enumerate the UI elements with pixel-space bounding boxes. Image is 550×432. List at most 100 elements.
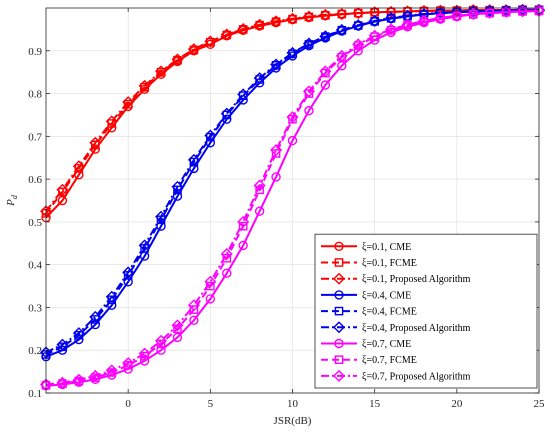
x-tick-label: 0: [125, 398, 131, 410]
x-tick-label: 20: [451, 398, 463, 410]
data-point: [187, 299, 200, 312]
x-tick-label: 15: [369, 398, 381, 410]
data-point: [171, 53, 184, 66]
legend-label: ξ=0.1, Proposed Algorithm: [362, 274, 471, 285]
data-point: [253, 18, 266, 31]
data-point: [319, 65, 332, 78]
y-tick-labels: 0.1 0.2 0.3 0.4 0.5 0.6 0.7 0.8 0.9: [28, 46, 42, 400]
data-point: [56, 338, 69, 351]
data-point: [72, 327, 85, 340]
y-axis-label: Pd: [5, 194, 19, 207]
data-point: [302, 37, 315, 50]
data-point: [253, 72, 266, 85]
data-point: [368, 29, 381, 42]
legend-item: ξ=0.1, Proposed Algorithm: [321, 272, 471, 285]
data-point: [270, 58, 283, 71]
data-point: [401, 9, 414, 22]
data-point: [238, 240, 248, 251]
data-point: [304, 105, 314, 116]
data-point: [220, 107, 233, 120]
data-point: [72, 373, 85, 386]
legend-label: ξ=0.7, Proposed Algorithm: [362, 371, 471, 382]
data-point: [171, 319, 184, 332]
data-point: [286, 12, 299, 25]
data-point: [483, 6, 496, 19]
legend-marker: [334, 241, 344, 252]
data-point: [105, 364, 118, 377]
y-tick-label: 0.2: [28, 345, 42, 357]
data-point: [238, 221, 248, 231]
y-axis-label-sub: d: [10, 194, 19, 199]
data-point: [302, 85, 315, 98]
data-point: [172, 332, 183, 343]
legend-marker: [334, 355, 344, 365]
data-point: [155, 210, 168, 223]
legend-marker: [333, 369, 345, 382]
series-line: [45, 9, 540, 386]
data-point: [189, 315, 199, 325]
y-tick-label: 0.1: [28, 388, 42, 400]
data-point: [220, 28, 233, 41]
legend-label: ξ=0.7, FCME: [362, 355, 417, 366]
data-point: [89, 136, 102, 149]
data-point: [56, 376, 69, 389]
data-point: [434, 11, 447, 24]
data-point: [222, 268, 232, 278]
legend-item: ξ=0.4, FCME: [321, 307, 417, 318]
y-tick-label: 0.8: [28, 89, 42, 101]
legend-label: ξ=0.7, CME: [362, 339, 411, 350]
x-tick-label: 5: [208, 398, 214, 410]
legend-marker: [334, 338, 344, 349]
data-point: [155, 65, 168, 78]
data-point: [122, 96, 135, 109]
data-point: [138, 79, 151, 92]
legend-label: ξ=0.1, CME: [362, 242, 411, 253]
data-point: [500, 5, 513, 18]
data-point: [335, 23, 348, 36]
data-point: [89, 369, 102, 382]
data-point: [205, 294, 216, 304]
series-9: [40, 5, 545, 391]
data-point: [385, 23, 398, 36]
data-point: [401, 18, 414, 31]
data-point: [237, 215, 250, 228]
y-tick-label: 0.9: [28, 46, 42, 58]
data-point: [320, 80, 331, 90]
data-point: [270, 144, 283, 157]
legend-label: ξ=0.1, FCME: [362, 258, 417, 269]
legend-box: [314, 233, 538, 389]
legend-item: ξ=0.1, FCME: [321, 258, 417, 269]
y-tick-label: 0.4: [28, 260, 42, 272]
data-point: [187, 153, 200, 166]
series-line: [45, 8, 539, 212]
svg-text:Pd: Pd: [5, 194, 19, 207]
legend-label: ξ=0.4, Proposed Algorithm: [362, 323, 471, 334]
data-point: [254, 206, 265, 216]
legend-marker: [334, 306, 344, 316]
data-point: [204, 129, 217, 142]
legend-item: ξ=0.4, CME: [321, 290, 411, 301]
data-point: [237, 22, 250, 35]
data-point: [368, 14, 381, 27]
data-point: [352, 7, 365, 20]
data-point: [253, 179, 266, 192]
data-point: [155, 334, 168, 347]
legend-label: ξ=0.4, FCME: [362, 307, 417, 318]
data-point: [319, 8, 332, 21]
data-point: [335, 49, 348, 62]
x-tick-label: 10: [287, 398, 299, 410]
data-point: [417, 14, 430, 27]
data-point: [171, 180, 184, 193]
legend-label: ξ=0.4, CME: [362, 290, 411, 301]
data-point: [220, 247, 233, 260]
legend-item: ξ=0.7, Proposed Algorithm: [321, 369, 471, 382]
data-point: [516, 5, 529, 18]
legend: ξ=0.1, CME ξ=0.1, FCME ξ=0.1, Proposed Alg…: [314, 233, 538, 389]
x-tick-label: 25: [534, 398, 546, 410]
data-point: [271, 172, 281, 182]
legend-item: ξ=0.4, Proposed Algorithm: [321, 321, 471, 334]
data-point: [467, 5, 480, 18]
y-tick-label: 0.6: [28, 174, 42, 186]
ticks: [46, 8, 540, 394]
data-point: [287, 135, 298, 146]
